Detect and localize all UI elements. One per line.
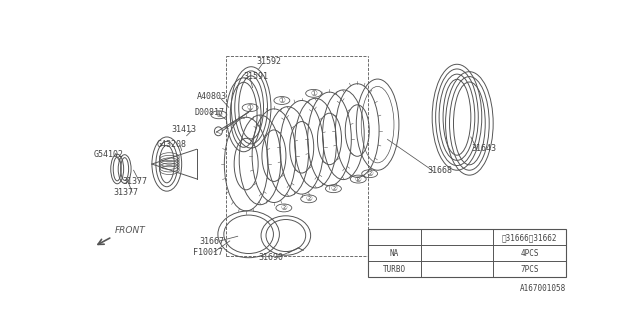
Text: 31643: 31643 <box>472 144 497 153</box>
Text: ①: ① <box>278 96 285 105</box>
Text: G43208: G43208 <box>157 140 187 149</box>
Text: 31667: 31667 <box>199 237 224 246</box>
Bar <box>367 229 566 277</box>
Text: 7PCS: 7PCS <box>520 265 539 274</box>
Text: TURBO: TURBO <box>383 265 406 274</box>
Text: ①: ① <box>246 103 253 112</box>
Text: 31413: 31413 <box>172 125 196 134</box>
Text: ②: ② <box>330 184 337 193</box>
Text: A167001058: A167001058 <box>520 284 566 292</box>
Text: ②: ② <box>280 204 287 212</box>
Text: ①: ① <box>310 89 317 98</box>
Text: G54102: G54102 <box>94 150 124 159</box>
Text: 31592: 31592 <box>256 57 281 66</box>
Text: FRONT: FRONT <box>115 226 145 235</box>
Text: 31591: 31591 <box>244 72 269 81</box>
Text: 31377: 31377 <box>122 177 147 186</box>
Text: 31690: 31690 <box>259 253 284 262</box>
Text: NA: NA <box>390 249 399 258</box>
Text: 4PCS: 4PCS <box>520 249 539 258</box>
Text: D00817: D00817 <box>194 108 224 117</box>
Text: ②: ② <box>355 175 362 184</box>
Text: 31668: 31668 <box>428 166 452 175</box>
Text: 31377: 31377 <box>114 188 139 197</box>
Text: A40803: A40803 <box>196 92 227 101</box>
Text: ②: ② <box>305 194 312 203</box>
Text: ②: ② <box>366 169 373 178</box>
Text: F10017: F10017 <box>193 248 223 257</box>
Text: ①: ① <box>216 110 222 119</box>
Text: ①31666②31662: ①31666②31662 <box>502 233 557 242</box>
